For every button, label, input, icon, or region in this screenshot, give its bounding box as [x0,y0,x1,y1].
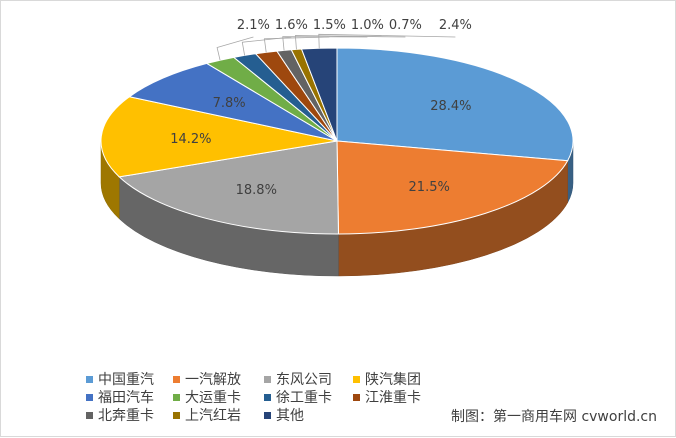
legend-item-10: 其他 [264,406,304,424]
legend-item-1: 一汽解放 [173,370,241,388]
legend-label: 陕汽集团 [365,372,421,388]
legend-swatch [353,393,360,401]
legend-item-3: 陕汽集团 [353,370,421,388]
legend-label: 福田汽车 [98,390,154,406]
leader-line-8 [282,36,368,51]
slice-label-10: 2.4% [439,18,472,33]
legend-swatch [353,375,360,383]
legend-swatch [264,375,271,383]
legend-label: 一汽解放 [185,372,241,388]
legend-swatch [86,411,93,419]
legend-label: 东风公司 [276,372,332,388]
slice-label-7: 1.5% [313,18,346,33]
legend-swatch [86,393,93,401]
legend-item-7: 江淮重卡 [353,388,421,406]
leader-line-9 [294,35,406,50]
legend-item-0: 中国重汽 [86,370,154,388]
pie-slice-1 [336,140,569,235]
legend-label: 中国重汽 [98,372,154,388]
legend-label: 上汽红岩 [185,408,241,424]
legend-label: 北奔重卡 [98,408,154,424]
pie-slice-0 [336,47,574,162]
slice-label-1: 21.5% [409,180,450,195]
legend-label: 大运重卡 [185,390,241,406]
slice-label-4: 7.8% [213,96,246,111]
legend-swatch [264,411,271,419]
pie-top [100,47,574,235]
slice-label-9: 0.7% [389,18,422,33]
chart-credit: 制图：第一商用车网 cvworld.cn [451,409,658,425]
legend-item-6: 徐工重卡 [264,388,332,406]
legend-swatch [173,393,180,401]
leader-line-7 [263,36,330,53]
legend-swatch [86,375,93,383]
legend-item-5: 大运重卡 [173,388,241,406]
slice-label-6: 1.6% [275,18,308,33]
legend-item-8: 北奔重卡 [86,406,154,424]
legend-label: 江淮重卡 [365,390,421,406]
pie-slice-2 [118,140,339,235]
slice-label-0: 28.4% [430,99,471,114]
legend-swatch [264,393,271,401]
slice-label-2: 18.8% [236,183,277,198]
legend-swatch [173,375,180,383]
legend-label: 徐工重卡 [276,390,332,406]
slice-label-3: 14.2% [170,132,211,147]
pie-labels: 28.4% 21.5% 18.8% 14.2% 7.8% 2.1% 1.6% 1.5% 1.0%… [170,18,472,198]
pie-slice-3 [100,96,338,178]
slice-label-8: 1.0% [351,18,384,33]
legend-item-2: 东风公司 [264,370,332,388]
legend-swatch [173,411,180,419]
slice-label-5: 2.1% [237,18,270,33]
legend-item-9: 上汽红岩 [173,406,241,424]
leader-line-5 [216,36,254,61]
legend-label: 其他 [276,408,304,424]
leader-line-10 [318,33,456,49]
pie-slice-4 [128,62,338,142]
pie-slice-10 [300,47,338,142]
legend-item-4: 福田汽车 [86,388,154,406]
